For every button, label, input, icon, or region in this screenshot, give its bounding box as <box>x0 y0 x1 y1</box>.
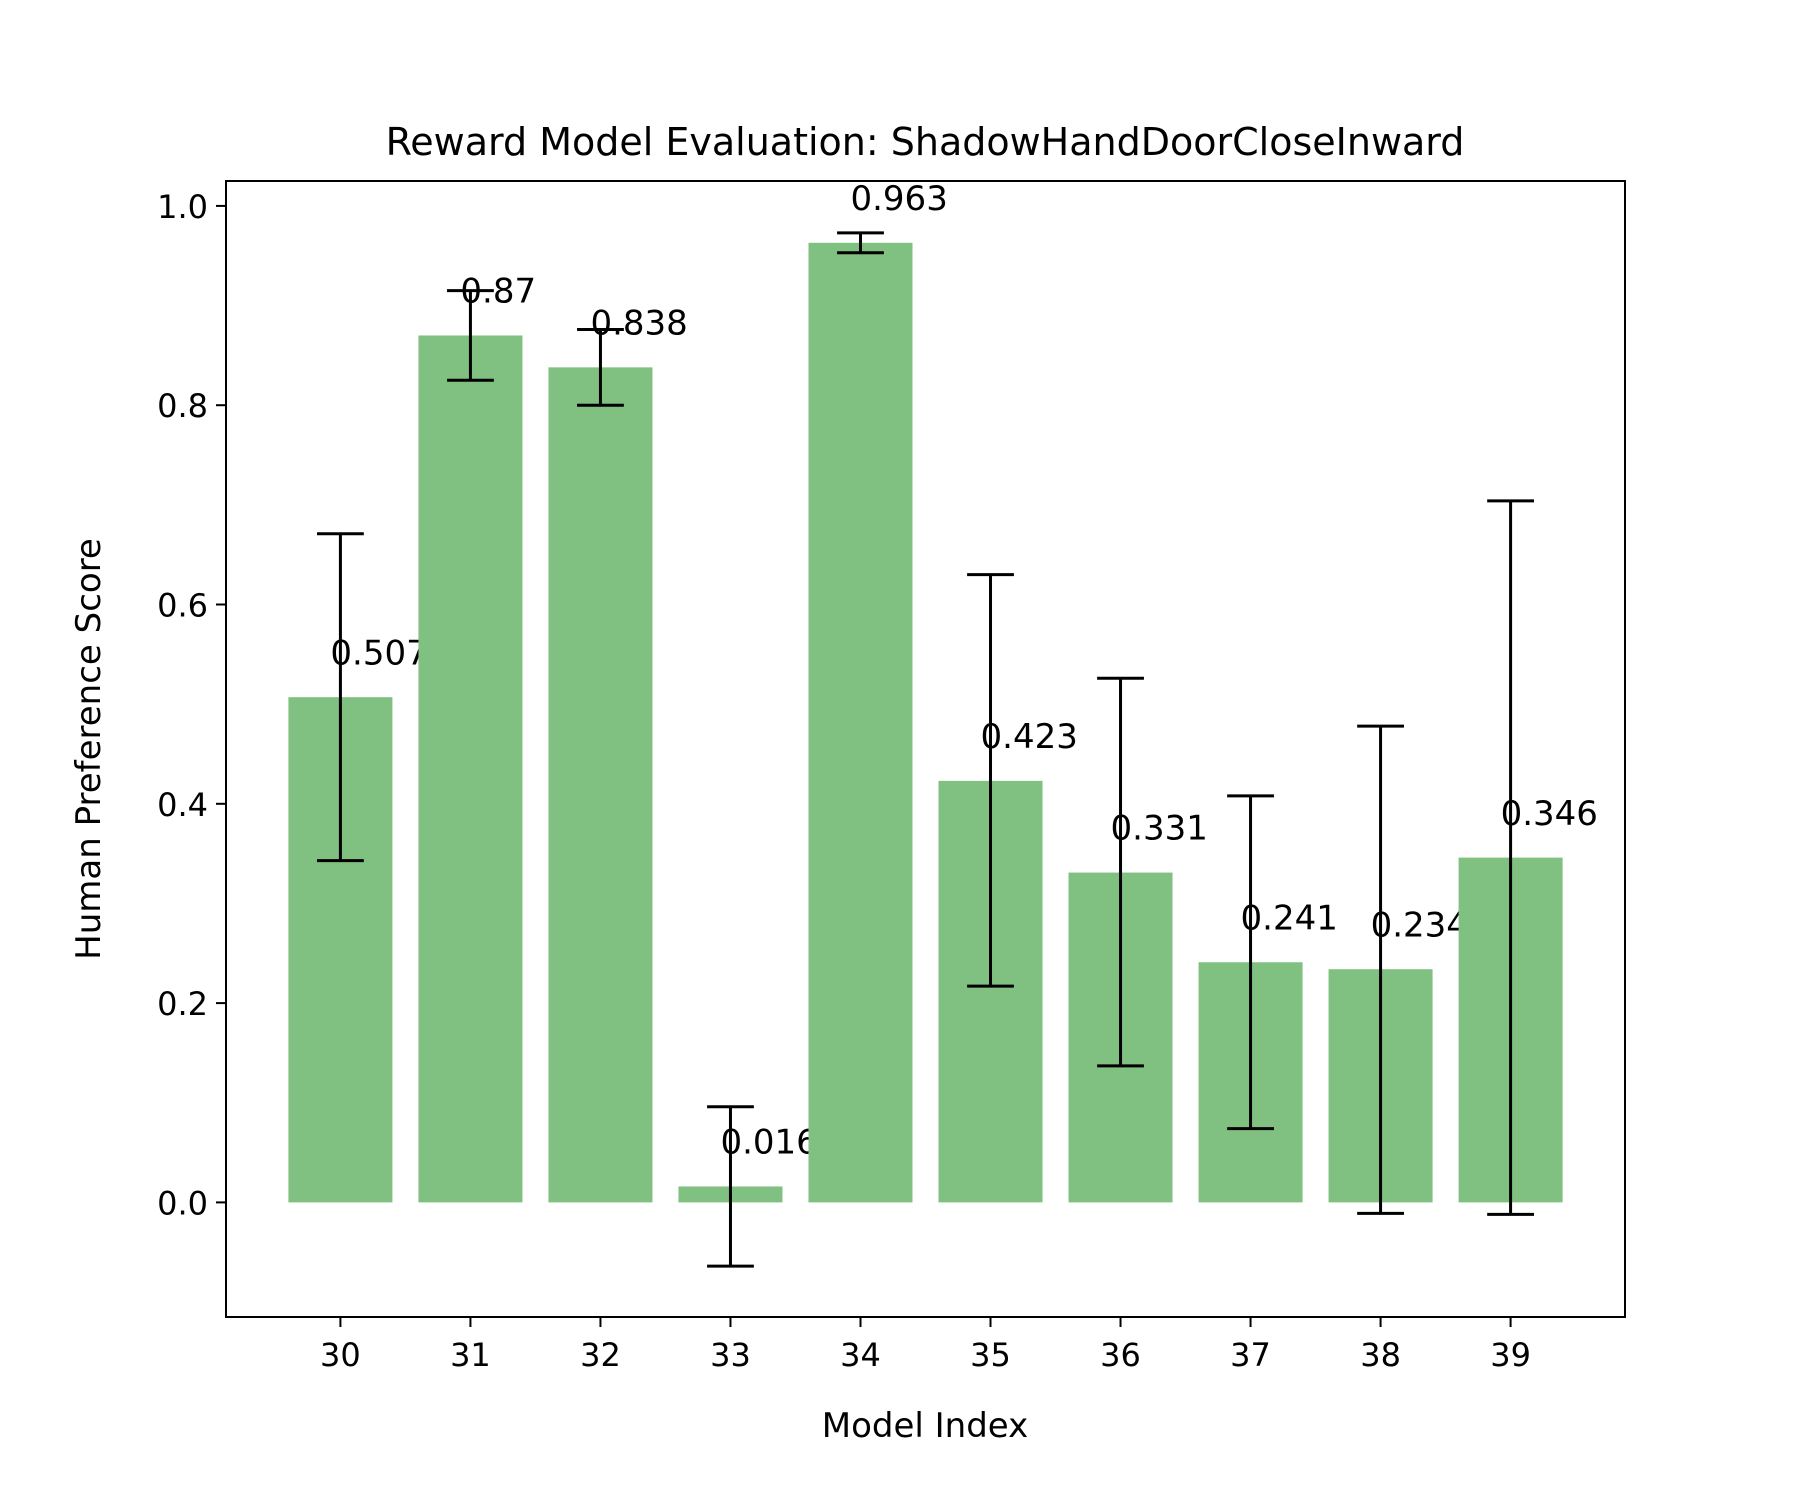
data-label: 0.423 <box>981 717 1078 757</box>
y-tick-label: 0.2 <box>157 985 208 1023</box>
data-label: 0.963 <box>850 179 947 219</box>
x-tick-label: 38 <box>1360 1336 1401 1374</box>
error-bar <box>707 1105 754 1268</box>
error-bar <box>577 327 624 407</box>
bar <box>808 242 913 1203</box>
error-bar <box>837 231 884 255</box>
plot-area: 0.0 0.2 0.4 0.6 0.8 1.0 0.507 30 0.87 31 0.838 32 0.… <box>157 179 1598 1374</box>
data-label: 0.016 <box>720 1123 817 1163</box>
error-bar <box>967 573 1014 988</box>
error-bar <box>1097 676 1144 1068</box>
y-axis-label: Human Preference Score <box>69 538 109 960</box>
error-bar <box>1227 794 1274 1131</box>
chart-title: Reward Model Evaluation: ShadowHandDoorC… <box>386 120 1465 164</box>
y-tick-label: 0.8 <box>157 387 208 425</box>
error-bar <box>447 289 494 382</box>
data-label: 0.838 <box>590 304 687 344</box>
y-tick-label: 0.6 <box>157 587 208 625</box>
y-tick-label: 1.0 <box>157 188 208 226</box>
data-label: 0.331 <box>1111 809 1208 849</box>
x-tick-label: 33 <box>710 1336 751 1374</box>
x-tick-label: 36 <box>1100 1336 1141 1374</box>
y-tick-label: 0.4 <box>157 786 208 824</box>
data-label: 0.346 <box>1501 794 1598 834</box>
data-label: 0.241 <box>1241 898 1338 938</box>
data-label: 0.87 <box>460 272 536 312</box>
plot-frame <box>225 180 1626 1318</box>
x-axis-label: Model Index <box>822 1406 1029 1446</box>
x-tick-label: 37 <box>1230 1336 1271 1374</box>
y-tick-label: 0.0 <box>157 1184 208 1222</box>
data-label: 0.234 <box>1371 905 1468 945</box>
error-bar <box>1487 499 1534 1216</box>
x-tick-label: 35 <box>970 1336 1011 1374</box>
x-tick-label: 39 <box>1490 1336 1531 1374</box>
x-tick-label: 30 <box>320 1336 361 1374</box>
data-label: 0.507 <box>330 633 427 673</box>
x-tick-label: 34 <box>840 1336 881 1374</box>
error-bar <box>1357 724 1404 1215</box>
x-tick-label: 31 <box>450 1336 491 1374</box>
error-bar <box>317 532 364 863</box>
bar <box>418 335 523 1203</box>
x-tick-label: 32 <box>580 1336 621 1374</box>
bar <box>548 367 653 1203</box>
